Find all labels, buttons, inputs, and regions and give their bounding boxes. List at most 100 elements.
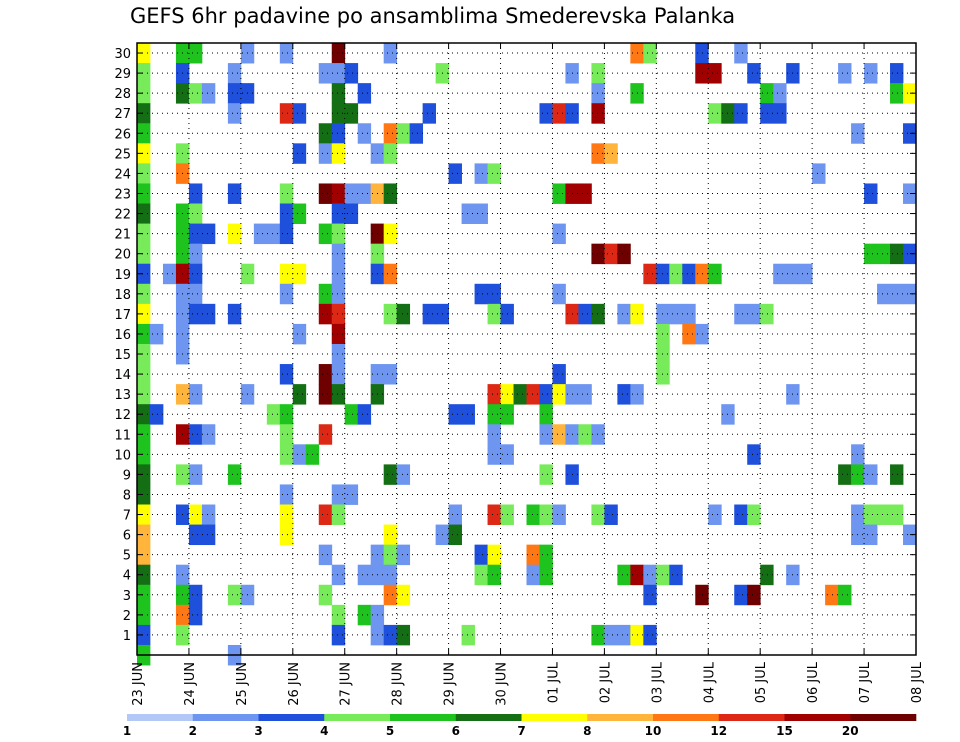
heatmap-cell — [539, 404, 553, 425]
heatmap-cell — [331, 323, 346, 345]
heatmap-cell — [266, 223, 281, 245]
y-tick-label: 26 — [114, 127, 131, 142]
y-tick-label: 18 — [114, 288, 131, 303]
heatmap-cell — [292, 444, 307, 465]
x-tick-label: 23 JUN — [131, 662, 146, 706]
colorbar-segment — [587, 714, 654, 721]
heatmap-cell — [279, 524, 294, 546]
heatmap-cell — [877, 243, 891, 265]
heatmap-cell — [617, 243, 631, 265]
heatmap-cell — [188, 203, 203, 224]
heatmap-cell — [279, 364, 294, 385]
heatmap-cell — [708, 263, 722, 285]
heatmap-cell — [461, 404, 475, 425]
heatmap-cell — [318, 283, 333, 305]
heatmap-cell — [487, 424, 501, 445]
heatmap-cell — [188, 504, 203, 525]
heatmap-cell — [331, 143, 346, 164]
heatmap-cell — [318, 364, 333, 385]
heatmap-cell — [487, 564, 501, 586]
heatmap-cell — [292, 384, 307, 405]
heatmap-cell — [318, 183, 333, 204]
heatmap-cell — [331, 343, 346, 365]
heatmap-cell — [487, 444, 501, 465]
heatmap-cell — [137, 524, 151, 546]
colorbar-segment — [521, 714, 588, 721]
heatmap-cell — [526, 564, 540, 586]
heatmap-cell — [474, 203, 488, 224]
heatmap-cell — [396, 123, 411, 144]
heatmap-cell — [760, 303, 774, 325]
heatmap-cell — [279, 283, 294, 305]
plot-frame — [136, 42, 917, 656]
heatmap-cell — [137, 504, 151, 525]
heatmap-cell — [227, 464, 242, 485]
heatmap-cell — [227, 303, 242, 325]
heatmap-cell — [669, 303, 683, 325]
heatmap-cell — [773, 263, 787, 285]
heatmap-cell — [201, 83, 216, 104]
y-tick-label: 16 — [114, 328, 131, 343]
heatmap-cell — [396, 544, 411, 566]
x-tick-label: 04 JUL — [702, 661, 717, 703]
heatmap-cell — [513, 384, 527, 405]
y-tick-label: 15 — [114, 348, 131, 363]
heatmap-cell — [747, 444, 761, 465]
heatmap-cell — [591, 143, 605, 164]
heatmap-cell — [526, 504, 540, 525]
y-tick-label: 22 — [114, 208, 131, 223]
heatmap-cell — [201, 303, 216, 325]
heatmap-cell — [552, 504, 566, 525]
heatmap-cell — [279, 424, 294, 445]
heatmap-cell — [643, 624, 657, 646]
heatmap-cell — [903, 183, 917, 204]
heatmap-cell — [331, 63, 346, 84]
heatmap-cell — [137, 444, 151, 465]
heatmap-cell — [279, 183, 294, 204]
heatmap-cell — [292, 323, 307, 345]
heatmap-cell — [383, 183, 398, 204]
heatmap-cell — [331, 364, 346, 385]
heatmap-cell — [903, 83, 917, 104]
colorbar-label: 3 — [254, 724, 262, 738]
heatmap-cell — [487, 504, 501, 525]
heatmap-cell — [838, 464, 852, 485]
heatmap-cell — [383, 263, 398, 285]
heatmap-cell — [656, 564, 670, 586]
heatmap-cell — [318, 584, 333, 606]
heatmap-cell — [474, 283, 488, 305]
heatmap-cell — [396, 584, 411, 606]
heatmap-cell — [188, 183, 203, 204]
heatmap-cell — [734, 504, 748, 525]
heatmap-cell — [344, 203, 359, 224]
colorbar-label: 7 — [517, 724, 525, 738]
heatmap-cell — [137, 323, 151, 345]
heatmap-cell — [526, 544, 540, 566]
heatmap-cell — [137, 163, 151, 184]
heatmap-cell — [656, 323, 670, 345]
heatmap-cell — [188, 384, 203, 405]
heatmap-cell — [188, 83, 203, 104]
x-tick-label: 30 JUN — [495, 662, 510, 706]
y-tick-label: 14 — [114, 368, 131, 383]
heatmap-cell — [137, 283, 151, 305]
x-tick-label: 01 JUL — [546, 661, 561, 703]
x-tick-label: 24 JUN — [183, 662, 198, 706]
heatmap-cell — [201, 524, 216, 546]
heatmap-cell — [396, 464, 411, 485]
heatmap-cell — [331, 604, 346, 626]
heatmap-cell — [331, 484, 346, 505]
heatmap-cell — [903, 243, 917, 265]
heatmap-cell — [344, 183, 359, 204]
heatmap-cell — [864, 504, 878, 525]
heatmap-cell — [656, 364, 670, 385]
heatmap-cell — [604, 243, 618, 265]
heatmap-cell — [318, 143, 333, 164]
heatmap-cell — [137, 384, 151, 405]
heatmap-cell — [695, 63, 709, 84]
heatmap-cell — [903, 524, 917, 546]
colorbar-segment — [850, 714, 917, 721]
y-tick-label: 11 — [114, 428, 131, 443]
